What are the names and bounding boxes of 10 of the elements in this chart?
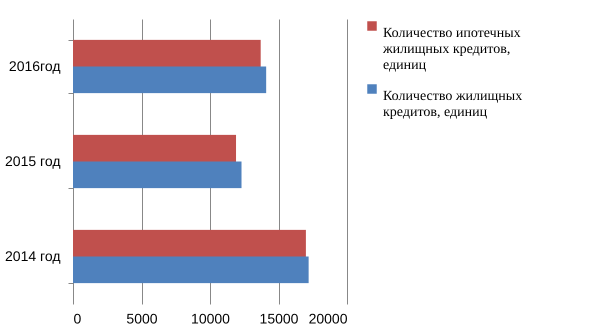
legend-label: Количество жилищных кредитов, единиц: [383, 89, 522, 120]
x-tick-label: 10000: [191, 310, 230, 326]
x-tick-label: 5000: [126, 310, 158, 326]
y-tick-label: 2015 год: [5, 153, 60, 169]
y-tick-label: 2016год: [8, 58, 60, 74]
legend-label: Количество ипотечных жилищных кредитов, единиц: [382, 26, 521, 73]
x-tick-label: 15000: [260, 310, 299, 326]
x-tick-label: 0: [74, 310, 82, 326]
x-tick-label: 20000: [308, 310, 348, 326]
y-tick-label: 2014 год: [5, 248, 60, 264]
